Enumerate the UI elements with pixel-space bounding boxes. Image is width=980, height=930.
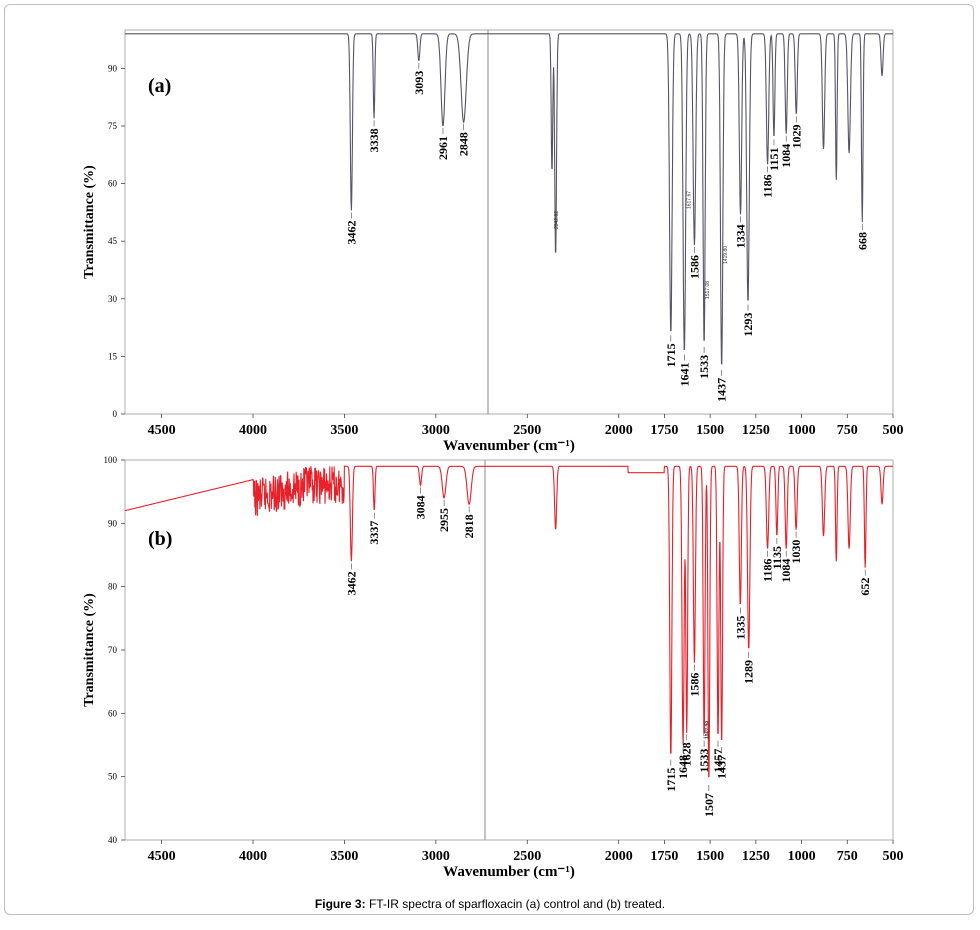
y-tick-label: 0 (113, 409, 118, 419)
x-tick-label: 3500 (330, 423, 358, 438)
peak-label: 3338 (367, 128, 381, 152)
x-tick-label: 1250 (742, 849, 770, 864)
peak-label: 1457 (711, 749, 725, 773)
x-axis-label: Wavenumber (cm⁻¹) (443, 864, 575, 880)
y-axis-label: Transmittance (%) (82, 593, 97, 707)
x-tick-label: 500 (883, 423, 904, 438)
y-tick-label: 70 (108, 645, 118, 655)
x-tick-label: 500 (883, 849, 904, 864)
x-tick-label: 3000 (422, 423, 450, 438)
y-tick-label: 40 (108, 835, 118, 845)
figure-caption: Figure 3: FT-IR spectra of sparfloxacin … (0, 897, 980, 911)
peak-label: 1289 (742, 660, 756, 684)
peak-label: 1533 (697, 355, 711, 379)
peak-label: 1715 (664, 768, 678, 792)
x-tick-label: 4000 (239, 849, 267, 864)
y-tick-label: 45 (108, 236, 118, 246)
x-tick-label: 4000 (239, 423, 267, 438)
chart-panel-0: 4500 4000 3500 3000 2500 2000 1750 1500 1250 1000… (82, 29, 904, 454)
plot-area (124, 29, 894, 415)
peak-label: 3084 (413, 495, 427, 519)
peak-annotation: 1526.43 (703, 721, 709, 739)
peak-label: 1648 (676, 755, 690, 779)
peak-label: 1334 (733, 224, 747, 248)
x-axis-label: Wavenumber (cm⁻¹) (443, 438, 575, 454)
peak-label: 1507 (702, 793, 716, 817)
y-tick-label: 30 (108, 294, 118, 304)
peak-label: 1715 (664, 343, 678, 367)
chart-panel-1: 4500 4000 3500 3000 2500 2000 1750 1500 1250 1000… (82, 455, 904, 880)
x-tick-label: 2500 (513, 849, 541, 864)
x-tick-label: 1250 (742, 423, 770, 438)
y-tick-label: 75 (108, 121, 118, 131)
peak-label: 1186 (761, 174, 775, 197)
y-tick-label: 60 (108, 179, 118, 189)
peak-label: 1628 (680, 742, 694, 766)
peak-label: 1029 (789, 124, 803, 148)
y-axis-label: Transmittance (%) (82, 165, 97, 279)
peak-annotation: 1617.67 (687, 191, 693, 209)
y-tick-label: 15 (108, 351, 118, 361)
x-tick-label: 1000 (788, 849, 816, 864)
y-tick-label: 50 (108, 772, 118, 782)
peak-label: 3462 (344, 571, 358, 595)
peak-label: 652 (858, 578, 872, 596)
peak-label: 1030 (789, 540, 803, 564)
x-tick-label: 2000 (605, 423, 633, 438)
y-tick-label: 90 (108, 518, 118, 528)
spectrum-line (124, 465, 893, 778)
panel-label: (a) (148, 75, 171, 97)
peak-label: 1335 (733, 616, 747, 640)
x-tick-label: 1500 (696, 849, 724, 864)
peak-label: 1437 (715, 378, 729, 402)
x-tick-label: 750 (837, 423, 858, 438)
caption-text: FT-IR spectra of sparfloxacin (a) contro… (368, 897, 666, 911)
x-tick-label: 4500 (148, 423, 176, 438)
peak-label: 3093 (412, 71, 426, 95)
peak-label: 2848 (457, 132, 471, 156)
y-tick-label: 90 (108, 63, 118, 73)
peak-annotation: 1419.80 (723, 246, 729, 264)
peak-label: 3462 (344, 220, 358, 244)
x-tick-label: 3000 (422, 849, 450, 864)
peak-label: 1586 (687, 255, 701, 279)
x-tick-label: 4500 (148, 849, 176, 864)
peak-annotation: 1517.00 (705, 721, 711, 739)
peak-label: 2818 (462, 514, 476, 538)
peak-label: 1084 (779, 144, 793, 168)
x-tick-label: 2000 (605, 849, 633, 864)
peak-label: 2955 (437, 508, 451, 532)
x-tick-label: 3500 (330, 849, 358, 864)
x-tick-label: 1500 (696, 423, 724, 438)
peak-label: 1151 (767, 148, 781, 171)
peak-label: 1084 (779, 559, 793, 583)
peak-label: 1437 (715, 755, 729, 779)
y-tick-label: 80 (108, 582, 118, 592)
x-tick-label: 1750 (650, 849, 678, 864)
y-tick-label: 100 (104, 455, 118, 465)
peak-label: 2961 (436, 136, 450, 160)
peak-label: 1641 (677, 363, 691, 387)
peak-label: 3337 (367, 521, 381, 545)
x-tick-label: 750 (837, 849, 858, 864)
x-tick-label: 2500 (513, 423, 541, 438)
peak-label: 1586 (687, 673, 701, 697)
panel-label: (b) (148, 528, 172, 550)
peak-label: 1186 (761, 559, 775, 582)
figure-frame (4, 4, 974, 915)
caption-label: Figure 3: (314, 897, 366, 911)
peak-annotation: 1517.08 (705, 281, 711, 299)
x-tick-label: 1750 (650, 423, 678, 438)
peak-label: 668 (855, 232, 869, 250)
peak-label: 1533 (697, 749, 711, 773)
peak-annotation: 2342.82 (554, 211, 560, 229)
x-tick-label: 1000 (788, 423, 816, 438)
spectrum-line (125, 33, 893, 365)
y-tick-label: 60 (108, 708, 118, 718)
peak-label: 1293 (741, 313, 755, 337)
peak-label: 1135 (770, 546, 784, 569)
